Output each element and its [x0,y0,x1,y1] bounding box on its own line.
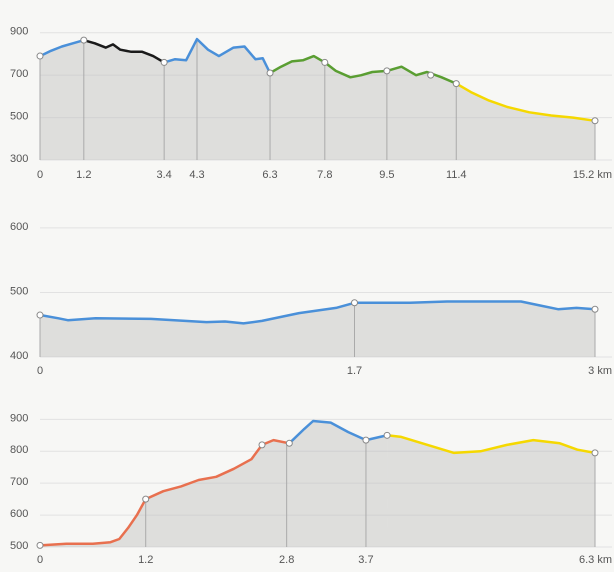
x-tick-label: 15.2 km [573,169,612,181]
y-tick-label: 400 [10,350,28,362]
elevation-area [387,435,595,547]
x-tick-label: 1.2 [138,554,153,566]
y-tick-label: 500 [10,110,28,122]
y-tick-label: 900 [10,412,28,424]
x-tick-label: 2.8 [279,554,294,566]
waypoint [36,541,44,549]
elevation-area [40,301,595,357]
x-tick-label: 1.2 [76,169,91,181]
elevation-line [83,38,165,64]
waypoint [142,495,150,503]
x-tick-label: 3 km [588,365,612,377]
x-tick-label: 4.3 [189,169,204,181]
waypoint [591,449,599,457]
y-tick-label: 600 [10,221,28,233]
x-tick-label: 1.7 [347,365,362,377]
waypoint [591,117,599,125]
elevation-line [39,438,290,547]
elevation-line [455,82,596,123]
elevation-area [40,40,84,161]
elevation-area [270,56,457,160]
y-tick-label: 700 [10,476,28,488]
x-tick-label: 3.7 [358,554,373,566]
waypoint [258,441,266,449]
waypoint [160,58,168,66]
waypoint [591,305,599,313]
x-tick-label: 6.3 [262,169,277,181]
y-tick-label: 900 [10,26,28,38]
elevation-area [456,83,595,160]
elevation-area [289,421,388,547]
waypoint [383,431,391,439]
x-tick-label: 6.3 km [579,554,612,566]
waypoint [266,69,274,77]
x-tick-label: 3.4 [156,169,171,181]
x-tick-label: 9.5 [379,169,394,181]
y-tick-label: 700 [10,68,28,80]
y-tick-label: 800 [10,444,28,456]
y-tick-label: 300 [10,153,28,165]
waypoint [36,311,44,319]
x-tick-label: 0 [37,554,43,566]
elevation-line [163,37,272,74]
elevation-line [386,434,596,455]
elevation-area [164,39,271,160]
elevation-area [83,40,165,161]
x-tick-label: 0 [37,169,43,181]
x-tick-label: 0 [37,365,43,377]
y-tick-label: 500 [10,540,28,552]
waypoint [80,36,88,44]
waypoint [285,439,293,447]
x-tick-label: 7.8 [317,169,332,181]
waypoint [383,67,391,75]
waypoint [427,71,435,79]
elevation-line [39,300,596,325]
waypoint [321,58,329,66]
waypoint [452,80,460,88]
waypoint [362,436,370,444]
waypoint [36,52,44,60]
elevation-area [40,440,290,547]
y-tick-label: 500 [10,285,28,297]
x-tick-label: 11.4 [446,169,467,181]
waypoint [351,299,358,307]
elevation-line [269,54,457,85]
y-tick-label: 600 [10,508,28,520]
elevation-line [39,38,85,58]
